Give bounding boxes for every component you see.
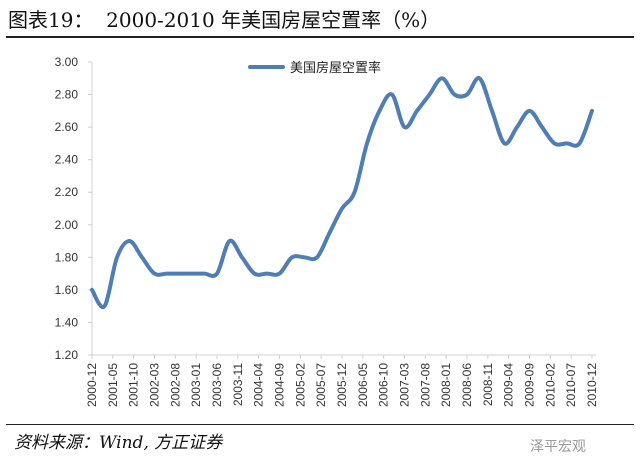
source-rule xyxy=(6,424,634,425)
x-tick-label: 2005-07 xyxy=(314,363,328,407)
series-line xyxy=(90,76,594,310)
x-tick-label: 2009-04 xyxy=(502,363,516,407)
legend-label: 美国房屋空置率 xyxy=(290,60,381,76)
x-tick-label: 2007-08 xyxy=(418,363,432,407)
watermark: 泽平宏观 xyxy=(530,439,586,455)
x-tick-label: 2010-07 xyxy=(564,363,578,407)
x-tick-label: 2003-01 xyxy=(189,363,203,407)
y-tick-label: 2.60 xyxy=(55,120,79,134)
y-tick-label: 1.80 xyxy=(55,250,79,264)
source-note: 资料来源：Wind, 方正证券 xyxy=(14,433,223,453)
y-tick-label: 1.20 xyxy=(55,348,79,362)
x-tick-label: 2009-09 xyxy=(523,363,537,407)
x-tick-label: 2008-06 xyxy=(460,363,474,407)
x-tick-label: 2004-04 xyxy=(252,363,266,407)
x-tick-label: 2006-10 xyxy=(377,363,391,407)
x-tick-label: 2003-06 xyxy=(210,363,224,407)
x-tick-label: 2010-12 xyxy=(585,363,599,407)
y-tick-label: 2.40 xyxy=(55,153,79,167)
y-tick-label: 2.00 xyxy=(55,218,79,232)
x-tick-label: 2004-09 xyxy=(273,363,287,407)
x-tick-label: 2008-01 xyxy=(439,363,453,407)
x-tick-label: 2006-05 xyxy=(356,363,370,407)
y-tick-label: 2.20 xyxy=(55,185,79,199)
y-tick-label: 1.60 xyxy=(55,283,79,297)
y-tick-label: 1.40 xyxy=(55,315,79,329)
title-rule xyxy=(6,36,634,38)
x-tick-label: 2002-08 xyxy=(168,363,182,407)
x-tick-label: 2001-10 xyxy=(127,363,141,407)
x-tick-label: 2002-03 xyxy=(148,363,162,407)
x-tick-label: 2008-11 xyxy=(481,363,495,406)
x-tick-label: 2005-12 xyxy=(335,363,349,407)
y-tick-label: 2.80 xyxy=(55,88,79,102)
x-tick-label: 2005-02 xyxy=(293,363,307,407)
x-tick-label: 2001-05 xyxy=(106,363,120,407)
x-tick-label: 2010-02 xyxy=(543,363,557,407)
chart-title: 图表19： 2000-2010 年美国房屋空置率（%） xyxy=(8,8,441,32)
x-tick-label: 2007-03 xyxy=(398,363,412,407)
x-tick-label: 2000-12 xyxy=(85,363,99,407)
x-tick-label: 2003-11 xyxy=(231,363,245,406)
y-tick-label: 3.00 xyxy=(55,55,79,69)
